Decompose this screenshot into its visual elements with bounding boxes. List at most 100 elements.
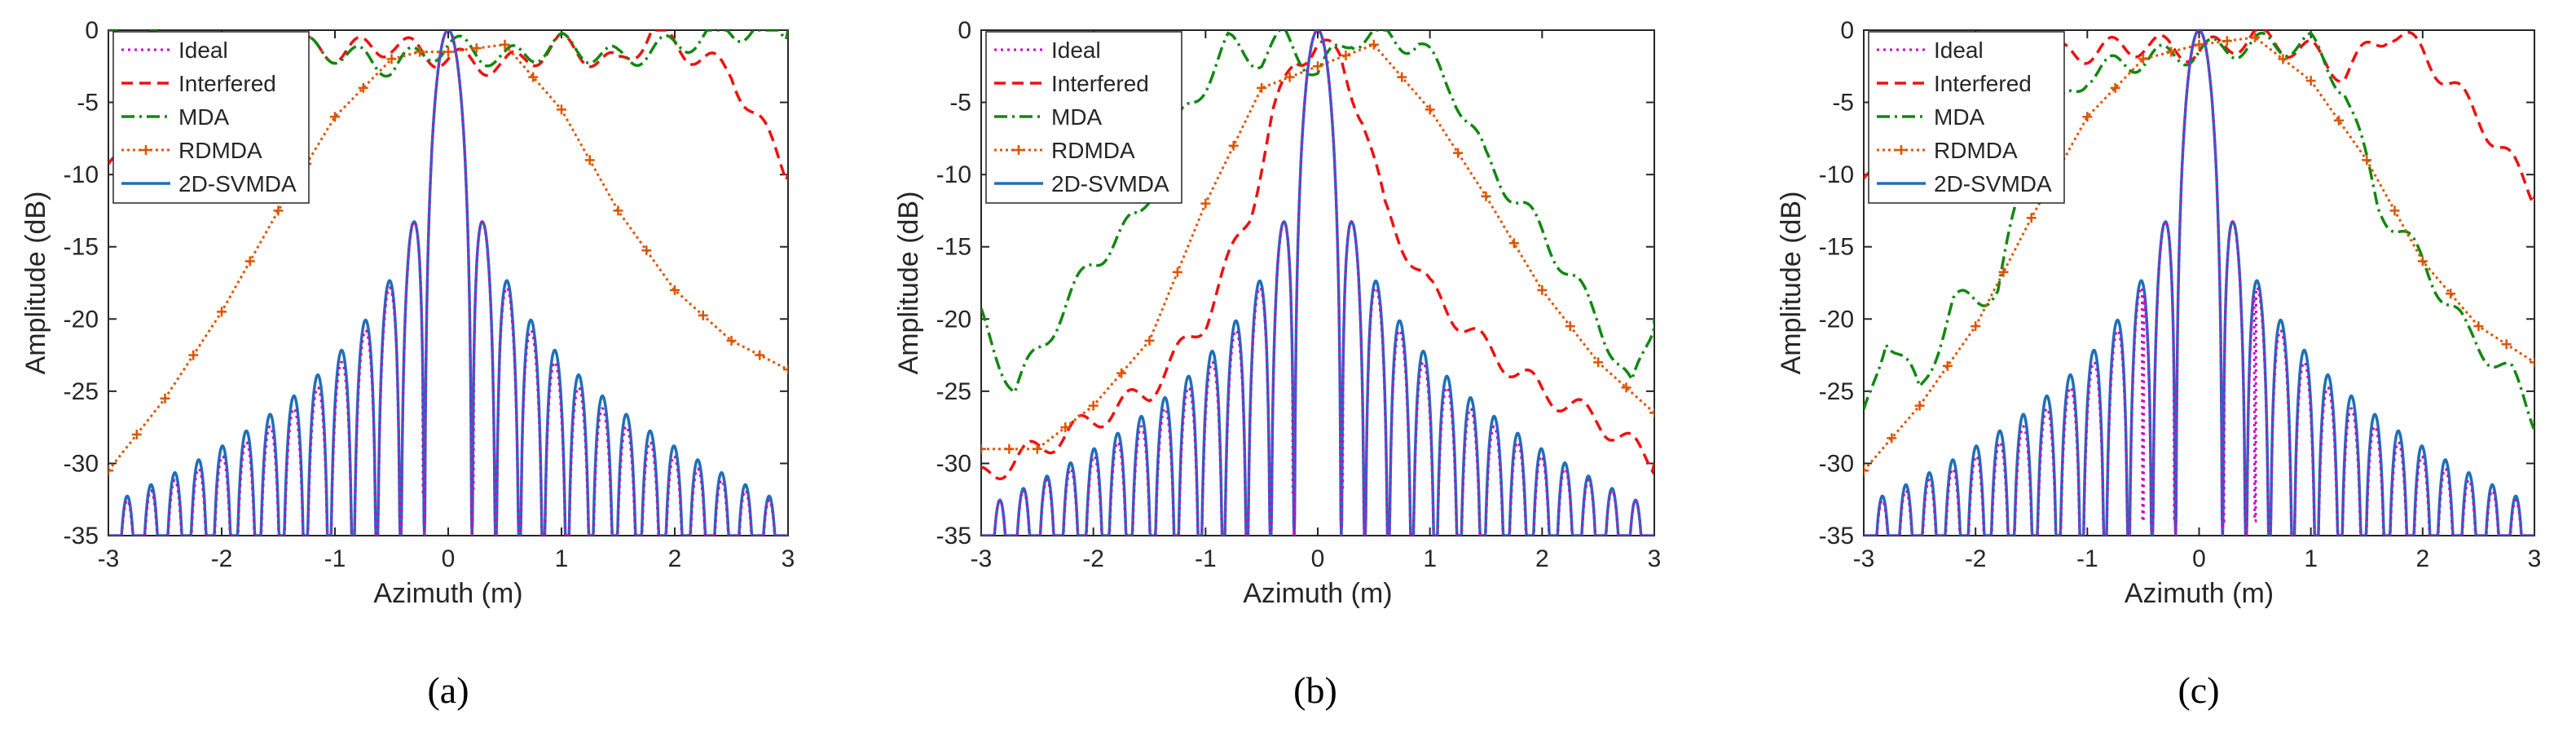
series-marker-rdmda — [2446, 289, 2456, 299]
y-tick-label: 0 — [85, 17, 99, 44]
series-marker-rdmda — [1649, 408, 1654, 418]
legend-label-rdmda: RDMDA — [178, 138, 262, 163]
legend-label-2d-svmda: 2D-SVMDA — [1934, 171, 2052, 196]
x-tick-label: 1 — [2304, 545, 2318, 572]
legend-box — [1868, 31, 2065, 204]
x-tick-label: -2 — [1082, 545, 1104, 572]
series-marker-rdmda — [2082, 112, 2093, 122]
y-axis-label: Amplitude (dB) — [893, 192, 924, 375]
y-tick-label: -20 — [936, 306, 971, 333]
y-tick-label: -25 — [936, 378, 971, 405]
panel-label: (b) — [1293, 669, 1337, 711]
series-marker-rdmda — [2333, 115, 2344, 126]
series-marker-rdmda — [443, 46, 453, 57]
series-marker-rdmda — [273, 205, 284, 216]
series-marker-rdmda — [641, 245, 652, 256]
series-line-mda — [1864, 31, 2534, 430]
series-marker-rdmda — [1481, 191, 1491, 201]
series-marker-rdmda — [1942, 360, 1953, 371]
x-tick-label: -3 — [1853, 545, 1875, 572]
legend-label-ideal: Ideal — [178, 38, 228, 63]
y-tick-label: -5 — [949, 90, 971, 117]
series-marker-rdmda — [2138, 54, 2148, 64]
series-marker-rdmda — [1032, 444, 1042, 454]
series-marker-rdmda — [500, 39, 510, 50]
y-tick-label: -30 — [936, 450, 971, 477]
y-tick-label: -5 — [1832, 90, 1854, 117]
series-marker-rdmda — [471, 43, 482, 54]
legend-label-mda: MDA — [178, 104, 230, 130]
legend-marker-rdmda — [141, 145, 151, 155]
series-marker-rdmda — [415, 46, 425, 57]
series-marker-rdmda — [1537, 285, 1548, 295]
legend-marker-rdmda — [1896, 145, 1906, 155]
y-tick-label: -15 — [64, 234, 99, 261]
series-marker-rdmda — [217, 307, 227, 317]
x-tick-label: 3 — [2528, 545, 2542, 572]
series-marker-rdmda — [1565, 321, 1575, 332]
series-marker-rdmda — [1172, 267, 1182, 277]
legend-label-2d-svmda: 2D-SVMDA — [178, 171, 297, 196]
series-line-2d-svmda — [1864, 30, 2534, 536]
series-marker-rdmda — [1887, 433, 1897, 444]
series-marker-rdmda — [386, 54, 397, 64]
x-tick-label: 1 — [1423, 545, 1437, 572]
series-marker-rdmda — [244, 256, 255, 267]
series-marker-rdmda — [1593, 357, 1604, 368]
legend-label-2d-svmda: 2D-SVMDA — [1051, 171, 1169, 196]
series-marker-rdmda — [330, 112, 340, 122]
series-marker-rdmda — [188, 350, 199, 360]
y-tick-label: -10 — [64, 161, 99, 188]
series-marker-rdmda — [358, 82, 368, 93]
x-tick-label: -1 — [324, 545, 346, 572]
series-marker-rdmda — [1368, 39, 1379, 50]
legend-label-interfered: Interfered — [178, 71, 276, 96]
series-marker-rdmda — [1971, 321, 1981, 332]
y-tick-label: -15 — [1819, 234, 1854, 261]
x-tick-label: -1 — [1195, 545, 1217, 572]
y-tick-label: -5 — [77, 90, 99, 117]
y-tick-label: -20 — [1819, 306, 1854, 333]
x-axis-label: Azimuth (m) — [373, 578, 522, 609]
series-marker-rdmda — [2501, 339, 2512, 350]
series-marker-rdmda — [131, 430, 142, 439]
x-tick-label: -1 — [2076, 545, 2098, 572]
series-marker-rdmda — [613, 205, 623, 216]
legend-label-interfered: Interfered — [1051, 71, 1149, 96]
series-line-mda — [981, 30, 1654, 395]
x-tick-label: 0 — [2192, 545, 2206, 572]
series-marker-rdmda — [1284, 72, 1295, 82]
series-marker-rdmda — [528, 72, 539, 82]
series-marker-rdmda — [108, 466, 113, 476]
y-tick-label: 0 — [958, 17, 971, 44]
series-marker-rdmda — [2194, 39, 2204, 50]
legend-label-interfered: Interfered — [1934, 71, 2032, 96]
series-marker-rdmda — [2026, 213, 2037, 223]
series-marker-rdmda — [2250, 32, 2261, 42]
series-marker-rdmda — [2417, 256, 2428, 267]
y-tick-label: -25 — [1819, 378, 1854, 405]
series-marker-rdmda — [2166, 46, 2177, 57]
y-tick-label: -35 — [64, 523, 99, 549]
series-marker-rdmda — [1228, 140, 1239, 151]
series-marker-rdmda — [2222, 36, 2232, 46]
series-marker-rdmda — [2278, 54, 2288, 64]
series-marker-rdmda — [1397, 72, 1407, 82]
x-tick-label: -3 — [971, 545, 993, 572]
series-marker-rdmda — [1060, 422, 1071, 433]
series-marker-rdmda — [1144, 335, 1155, 346]
series-marker-rdmda — [584, 155, 595, 165]
series-marker-rdmda — [1257, 82, 1267, 93]
x-tick-label: 3 — [1648, 545, 1662, 572]
panel-label: (a) — [427, 669, 469, 711]
x-tick-label: -3 — [98, 545, 120, 572]
series-marker-rdmda — [1864, 466, 1869, 476]
y-tick-label: -30 — [1819, 450, 1854, 477]
series-marker-rdmda — [1088, 400, 1099, 411]
y-tick-label: -15 — [936, 234, 971, 261]
series-marker-rdmda — [1508, 238, 1519, 249]
series-marker-rdmda — [2110, 82, 2120, 93]
